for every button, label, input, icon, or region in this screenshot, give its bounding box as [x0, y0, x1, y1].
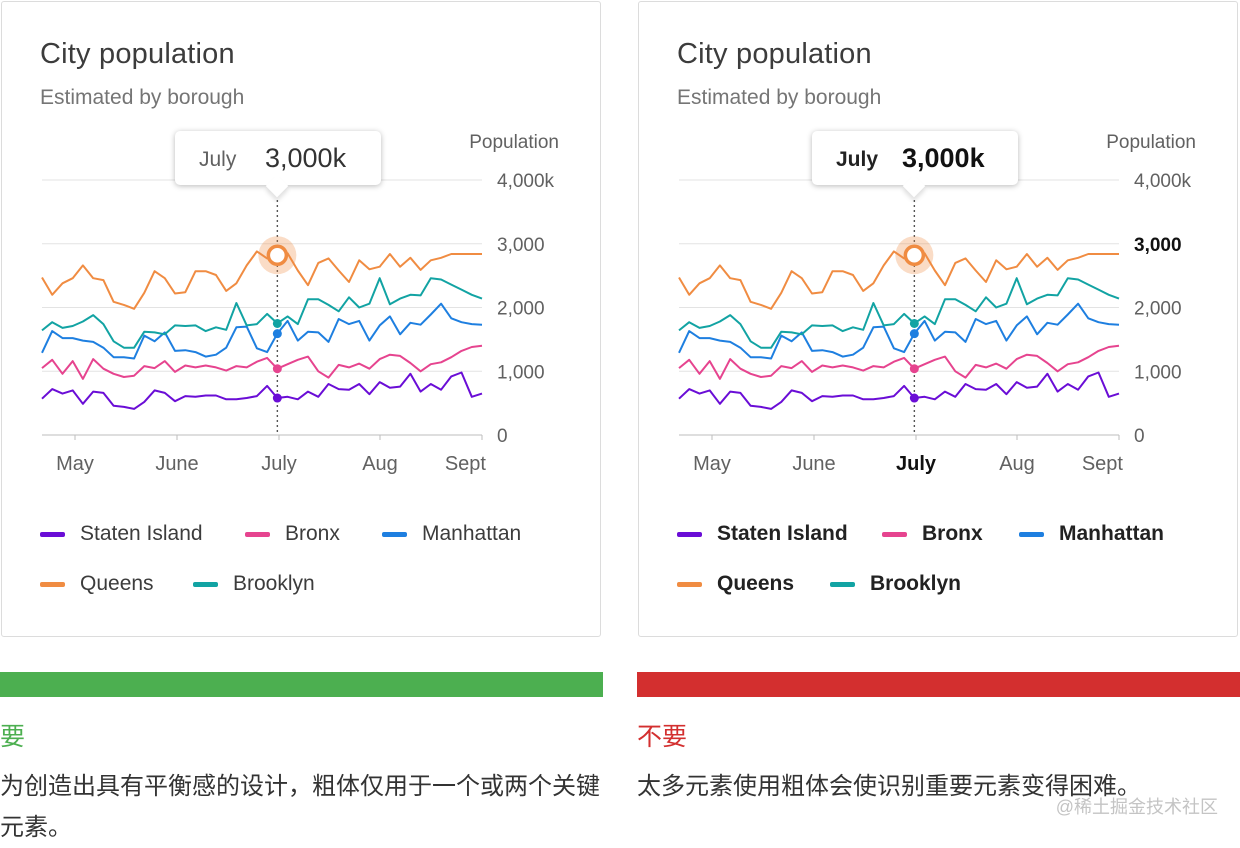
data-point-staten-island [909, 393, 919, 403]
legend-item-queens: Queens [40, 570, 154, 598]
series-line-manhattan [41, 302, 483, 360]
legend-item-bronx: Bronx [245, 520, 340, 548]
legend-item-manhattan: Manhattan [382, 520, 521, 548]
chart-card-good: City population Estimated by borough Pop… [1, 1, 601, 637]
legend-item-staten-island: Staten Island [677, 520, 848, 548]
chart-title: City population [677, 38, 872, 70]
line-chart: Population 0 1,000 2,000 3,000 4,000k May June J… [41, 132, 559, 475]
dont-indicator-bar [637, 672, 1240, 697]
y-axis-title: Population [469, 132, 559, 153]
legend-label: Manhattan [1059, 522, 1164, 545]
tooltip-value: 3,000k [265, 143, 347, 173]
legend-swatch [677, 581, 702, 587]
chart-title: City population [40, 38, 235, 70]
data-point-staten-island [272, 393, 282, 403]
do-caption: 为创造出具有平衡感的设计，粗体仅用于一个或两个关键元素。 [0, 773, 600, 841]
series-line-manhattan [678, 302, 1120, 360]
legend-label: Queens [717, 572, 795, 595]
legend-label: Manhattan [422, 522, 522, 545]
x-tick-label: May [56, 453, 94, 475]
legend-label: Queens [80, 572, 154, 595]
series-line-staten-island [41, 371, 483, 410]
legend-swatch [830, 581, 855, 587]
legend-label: Bronx [922, 522, 983, 545]
series-line-queens [41, 250, 482, 310]
legend-item-bronx: Bronx [882, 520, 983, 548]
y-tick-label: 3,000 [497, 235, 545, 256]
x-tick-label: May [693, 453, 731, 475]
chart-tooltip: July 3,000k [812, 131, 1018, 185]
legend-label: Brooklyn [233, 572, 315, 595]
x-tick-label: Aug [362, 453, 398, 475]
data-point-manhattan [272, 329, 282, 339]
tooltip-value: 3,000k [902, 143, 985, 173]
y-tick-label: 3,000 [1134, 235, 1182, 256]
chart-tooltip: July 3,000k [175, 131, 381, 185]
data-point-bronx [272, 364, 282, 374]
chart-card-bad: City population Estimated by borough Pop… [638, 1, 1238, 637]
do-label: 要 [0, 723, 26, 751]
series-line-brooklyn [678, 277, 1120, 349]
legend-label: Staten Island [80, 522, 203, 545]
y-tick-label: 0 [497, 426, 508, 447]
y-tick-label: 1,000 [497, 362, 545, 383]
y-tick-label: 2,000 [1134, 299, 1182, 320]
y-axis-title: Population [1106, 132, 1196, 153]
x-tick-label: Aug [999, 453, 1035, 475]
dont-label: 不要 [637, 723, 688, 751]
do-indicator-bar [0, 672, 603, 697]
legend-swatch [382, 531, 407, 537]
series-line-brooklyn [41, 277, 483, 349]
y-tick-label: 4,000k [497, 171, 555, 192]
legend-label: Staten Island [717, 522, 848, 545]
data-point-brooklyn [272, 318, 282, 328]
chart-subtitle: Estimated by borough [677, 86, 882, 109]
legend-item-brooklyn: Brooklyn [193, 570, 315, 598]
chart-subtitle: Estimated by borough [40, 86, 245, 109]
x-tick-label: July [261, 453, 297, 475]
x-tick-label: June [155, 453, 198, 475]
legend-item-brooklyn: Brooklyn [830, 570, 961, 598]
series-line-queens [678, 250, 1119, 310]
y-tick-label: 2,000 [497, 299, 545, 320]
legend-swatch [40, 581, 65, 587]
legend-item-manhattan: Manhattan [1019, 520, 1164, 548]
legend-swatch [677, 531, 702, 537]
line-chart: Population 0 1,000 2,000 3,000 4,000k May June J… [678, 132, 1196, 475]
legend-swatch [245, 531, 270, 537]
legend-item-staten-island: Staten Island [40, 520, 203, 548]
series-line-bronx [678, 344, 1120, 380]
series-line-bronx [41, 344, 483, 380]
legend-swatch [40, 531, 65, 537]
y-tick-label: 0 [1134, 426, 1145, 447]
data-point-manhattan [909, 329, 919, 339]
watermark: @稀土掘金技术社区 [1055, 797, 1218, 817]
legend-label: Brooklyn [870, 572, 962, 595]
highlight-point [903, 244, 926, 266]
tooltip-month: July [836, 148, 879, 171]
legend-swatch [882, 531, 907, 537]
y-tick-label: 1,000 [1134, 362, 1182, 383]
tooltip-month: July [199, 148, 237, 171]
highlight-point [266, 244, 289, 266]
data-point-bronx [909, 364, 919, 374]
y-tick-label: 4,000k [1134, 171, 1192, 192]
x-tick-label: Sept [445, 453, 487, 475]
dont-caption: 太多元素使用粗体会使识别重要元素变得困难。 [637, 773, 1141, 800]
x-tick-label: July [896, 453, 937, 475]
legend-label: Bronx [285, 522, 340, 545]
series-line-staten-island [678, 371, 1120, 410]
x-tick-label: Sept [1082, 453, 1124, 475]
legend-item-queens: Queens [677, 570, 794, 598]
x-tick-label: June [792, 453, 835, 475]
legend-swatch [1019, 531, 1044, 537]
data-point-brooklyn [909, 318, 919, 328]
legend-swatch [193, 581, 218, 587]
